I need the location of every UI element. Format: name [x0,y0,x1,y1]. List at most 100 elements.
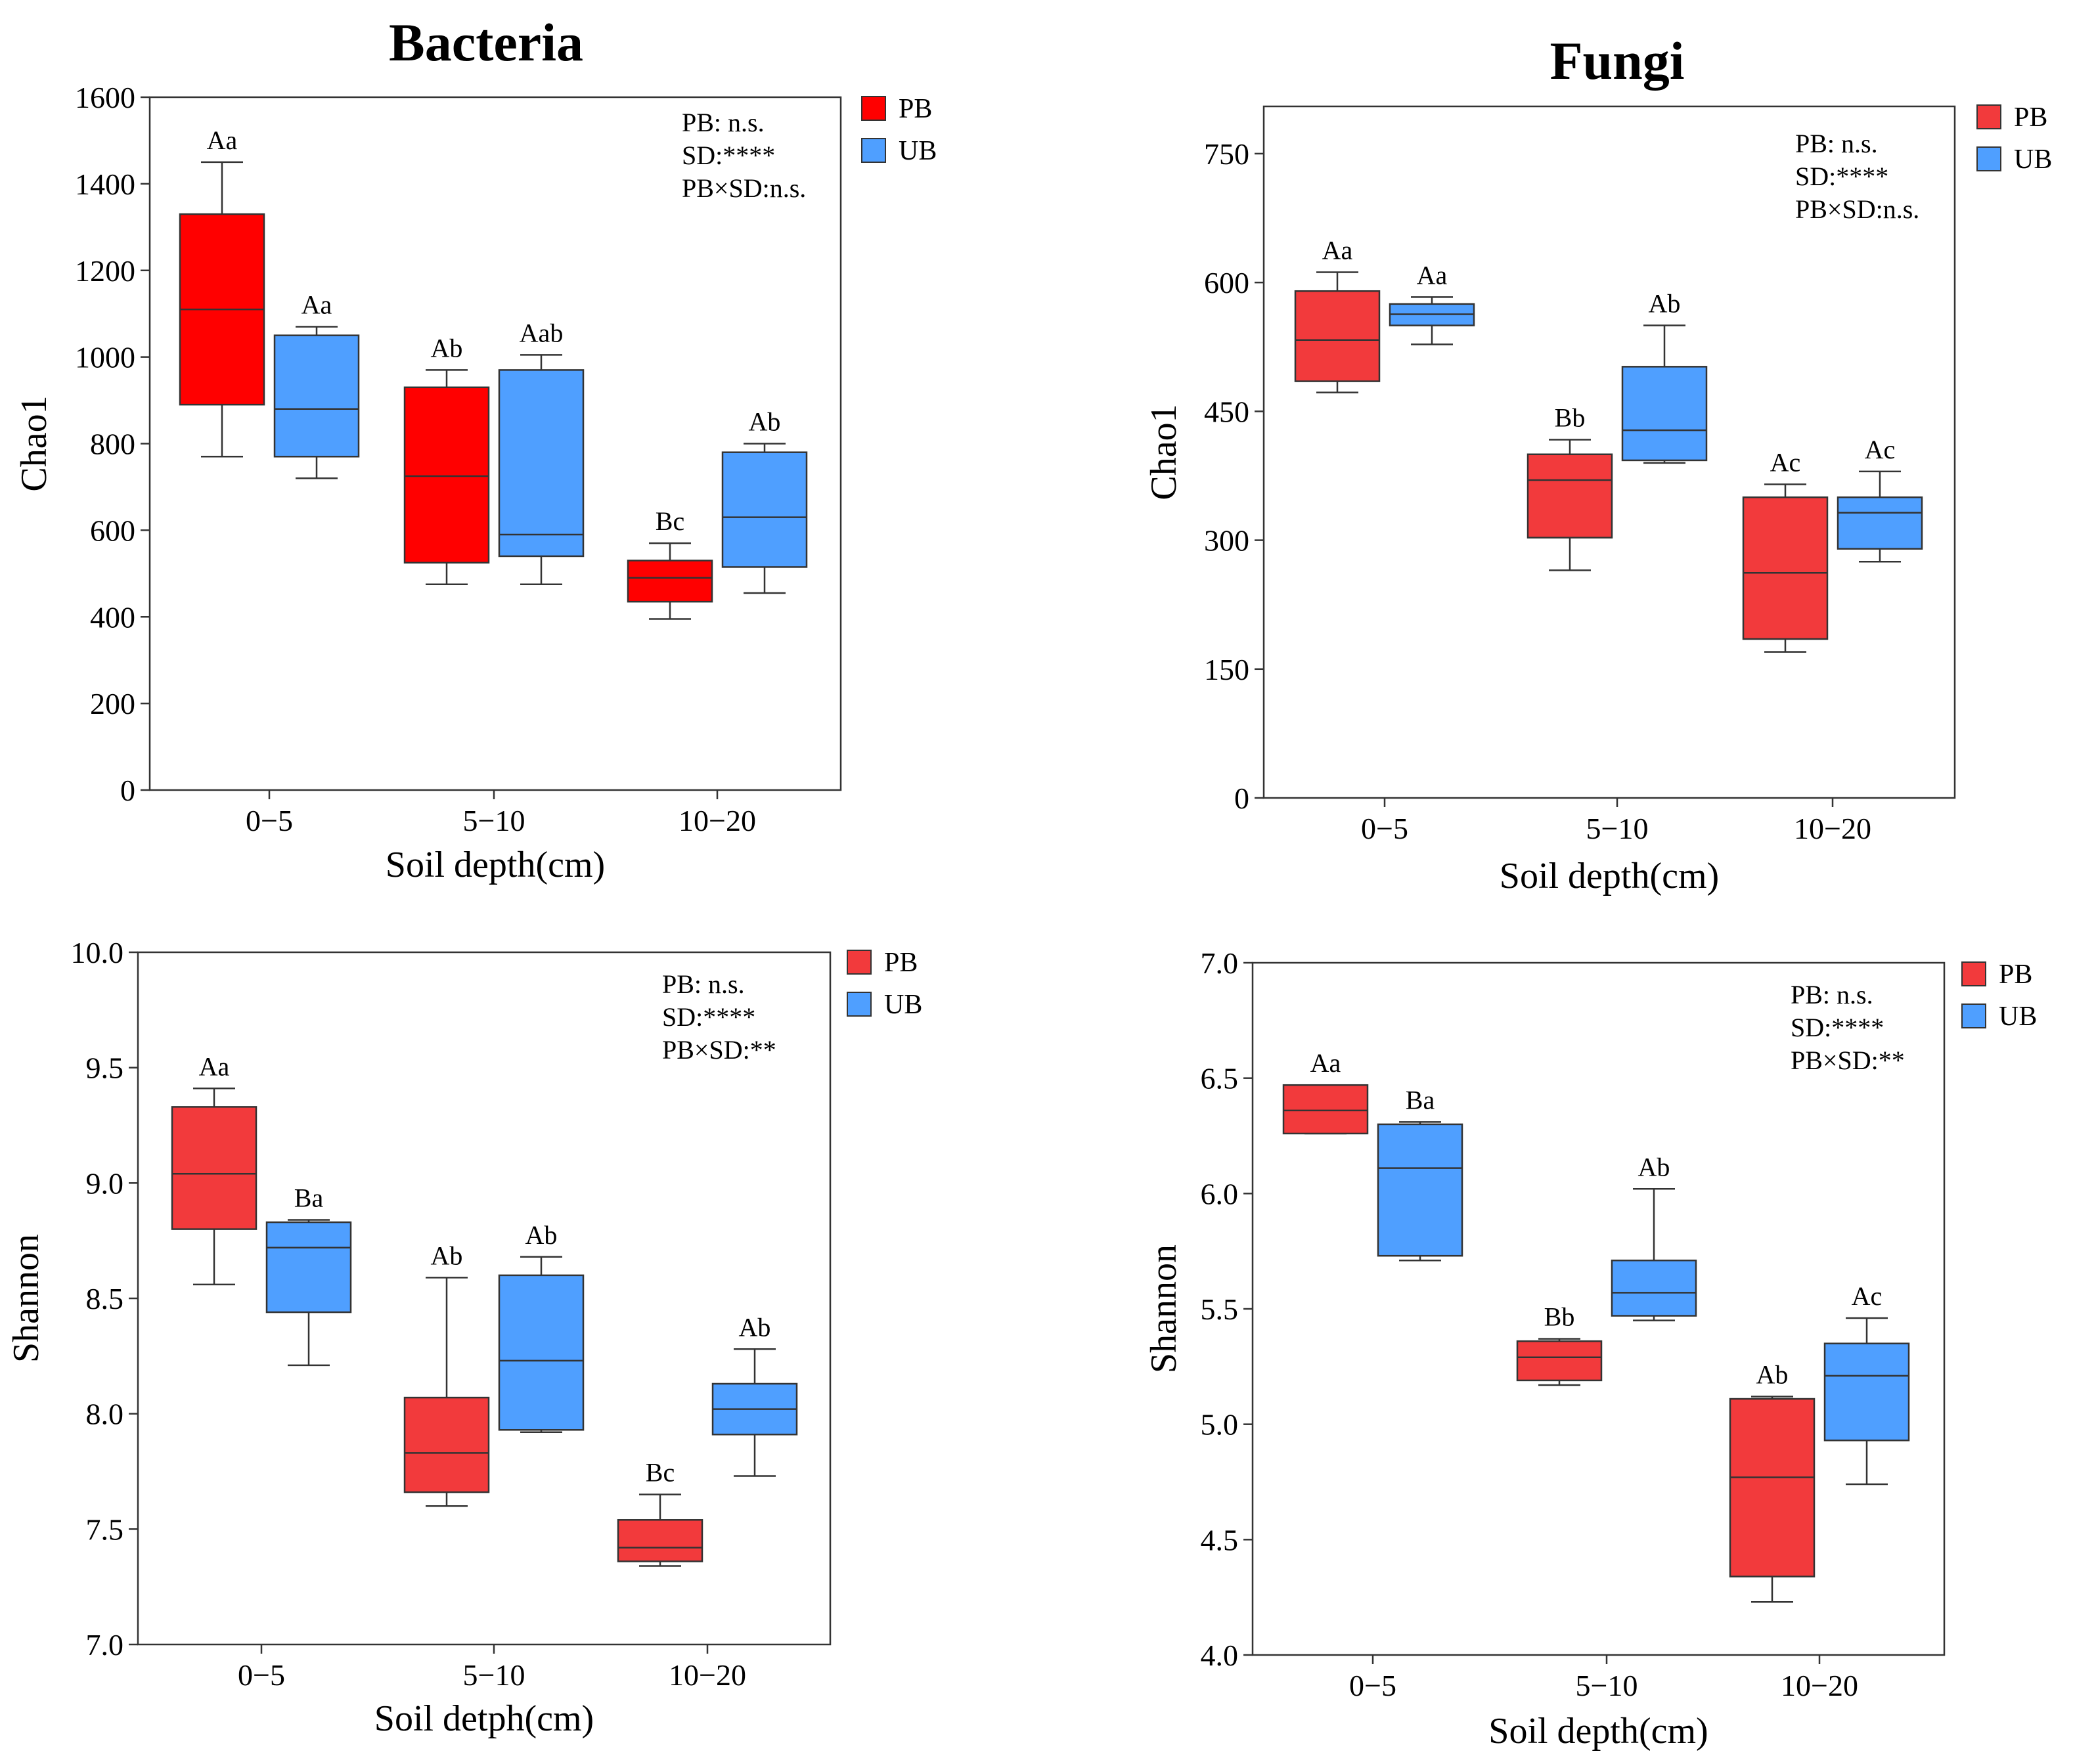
stats-annotation: SD:**** [682,141,775,170]
x-tick-label: 5−10 [1586,812,1649,845]
significance-letter: Aab [520,318,564,347]
y-tick-label: 6.5 [1201,1062,1239,1095]
y-tick-label: 600 [90,514,135,547]
legend-swatch-pb [1976,104,2001,129]
significance-letter: Bb [1555,403,1586,433]
significance-letter: Aa [207,125,238,155]
box-ub-2: Ac [1837,435,1923,563]
legend-swatch-pb [1961,961,1986,986]
box-iqr [1377,1123,1463,1257]
x-tick-label: 10−20 [679,804,756,837]
box-pb-1: Ab [403,1241,490,1507]
box-ub-2: Ab [711,1312,798,1477]
x-axis-label: Soil depth(cm) [1488,1711,1708,1752]
box-iqr [1611,1259,1697,1317]
y-tick-label: 450 [1204,395,1249,428]
stats-annotation: PB: n.s. [1795,129,1878,158]
x-axis-label: Soil depth(cm) [1500,856,1719,896]
stats-annotation: PB×SD:** [662,1035,776,1065]
box-pb-1: Ab [403,333,490,586]
box-iqr [265,1221,352,1313]
box-pb-0: Aa [171,1051,257,1286]
significance-letter: Ab [1649,289,1681,319]
box-ub-2: Ac [1823,1281,1910,1486]
significance-letter: Ab [1756,1360,1789,1390]
box-iqr [1729,1398,1816,1577]
box-ub-1: Ab [1621,289,1708,464]
legend-label-pb: PB [884,948,918,978]
significance-letter: Ac [1770,448,1801,477]
y-axis-label: Shannon [1144,1245,1184,1373]
box-pb-0: Aa [1294,235,1381,393]
significance-letter: Ab [1638,1152,1670,1181]
x-tick-label: 0−5 [1349,1669,1396,1702]
box-iqr [273,334,360,458]
box-ub-0: Aa [1389,260,1475,345]
box-pb-1: Bb [1527,403,1613,571]
stats-annotation: PB×SD:n.s. [682,173,806,203]
y-tick-label: 9.0 [86,1166,124,1200]
box-iqr [1823,1342,1910,1442]
box-iqr [721,451,808,568]
significance-letter: Bc [656,506,684,536]
significance-letter: Ab [431,333,463,363]
box-pb-2: Bc [617,1458,703,1567]
box-iqr [617,1519,703,1562]
y-tick-label: 8.0 [86,1398,124,1431]
y-tick-label: 8.5 [86,1282,124,1315]
box-pb-2: Ac [1742,448,1829,653]
legend-label-pb: PB [1999,959,2032,990]
significance-letter: Ab [739,1312,771,1342]
legend-label-ub: UB [1999,1002,2037,1032]
x-tick-label: 10−20 [669,1658,746,1692]
significance-letter: Bc [646,1458,675,1488]
box-iqr [1516,1340,1603,1382]
box-iqr [498,369,585,558]
stats-annotation: SD:**** [1791,1013,1884,1042]
significance-letter: Aa [1322,235,1353,265]
box-ub-1: Ab [1611,1152,1697,1321]
box-iqr [498,1274,585,1431]
box-pb-2: Bc [627,506,713,620]
box-iqr [403,386,490,564]
significance-letter: Aa [301,290,332,319]
x-tick-label: 5−10 [1576,1669,1638,1702]
stats-annotation: SD:**** [1795,162,1888,191]
box-iqr [171,1106,257,1230]
y-tick-label: 400 [90,600,135,634]
y-axis-label: Chao1 [14,395,55,491]
box-ub-0: Ba [265,1183,352,1367]
y-tick-label: 1600 [75,81,135,114]
y-tick-label: 10.0 [71,936,124,969]
stats-annotation: PB: n.s. [662,969,745,999]
y-tick-label: 7.0 [86,1628,124,1662]
legend-swatch-ub [1976,146,2001,171]
box-pb-1: Bb [1516,1302,1603,1386]
legend-swatch-ub [1961,1003,1986,1028]
y-tick-label: 600 [1204,266,1249,299]
significance-letter: Aa [1417,260,1448,290]
y-tick-label: 1200 [75,254,135,288]
stats-annotation: PB: n.s. [682,108,765,137]
y-axis-label: Chao1 [1144,404,1184,500]
legend-swatch-pb [861,96,886,121]
box-iqr [1742,496,1829,640]
stats-annotation: PB×SD:n.s. [1795,194,1919,224]
box-iqr [1621,366,1708,462]
x-tick-label: 5−10 [463,1658,525,1692]
y-tick-label: 7.5 [86,1512,124,1546]
x-axis-label: Soil depth(cm) [386,845,605,885]
x-tick-label: 10−20 [1794,812,1871,845]
significance-letter: Ab [749,407,781,437]
legend-swatch-pb [847,950,872,975]
box-pb-0: Aa [1282,1048,1369,1135]
y-tick-label: 750 [1204,137,1249,171]
x-axis-label: Soil detph(cm) [374,1698,594,1739]
fungi-chao1-panel: Fungi 0 150 300 450 600 750 Chao1 0−5 5−10 10−20 So… [1144,31,2052,896]
significance-letter: Ab [525,1220,558,1250]
legend-label-ub: UB [884,990,922,1020]
box-ub-0: Ba [1377,1085,1463,1262]
box-iqr [1837,496,1923,550]
y-tick-label: 4.5 [1201,1523,1239,1556]
